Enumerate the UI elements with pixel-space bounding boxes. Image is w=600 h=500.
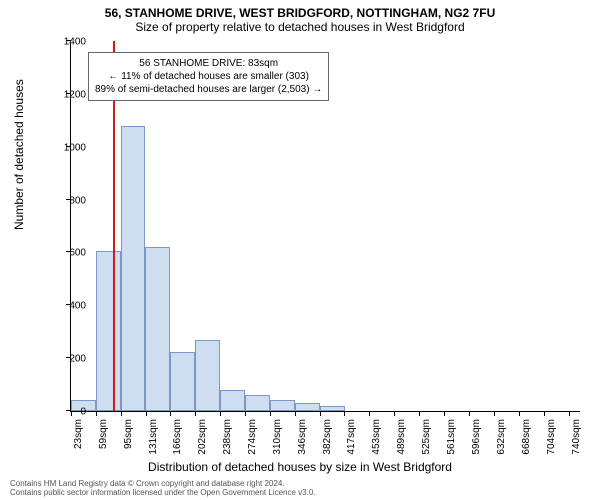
annotation-box: 56 STANHOME DRIVE: 83sqm← 11% of detache… [88, 52, 329, 101]
xtick-mark [146, 411, 147, 416]
xtick-label: 202sqm [197, 419, 208, 455]
xtick-label: 668sqm [521, 419, 532, 455]
xtick-label: 382sqm [322, 419, 333, 455]
xtick-mark [270, 411, 271, 416]
histogram-bar [295, 403, 320, 411]
xtick-mark [320, 411, 321, 416]
ytick-label: 400 [69, 301, 86, 312]
xtick-mark [369, 411, 370, 416]
histogram-bar [270, 400, 295, 411]
ytick-label: 1000 [64, 142, 86, 153]
histogram-bar [96, 251, 121, 411]
xtick-label: 561sqm [446, 419, 457, 455]
xtick-label: 346sqm [297, 419, 308, 455]
histogram-bar [195, 340, 220, 411]
histogram-bar [220, 390, 245, 411]
ytick-label: 800 [69, 195, 86, 206]
annotation-line1: 56 STANHOME DRIVE: 83sqm [95, 57, 322, 70]
histogram-bar [320, 406, 345, 411]
xtick-label: 274sqm [247, 419, 258, 455]
xtick-label: 238sqm [222, 419, 233, 455]
xtick-label: 489sqm [396, 419, 407, 455]
ytick-label: 600 [69, 248, 86, 259]
xtick-mark [394, 411, 395, 416]
xtick-mark [494, 411, 495, 416]
xtick-label: 704sqm [546, 419, 557, 455]
xtick-label: 166sqm [172, 419, 183, 455]
ytick-label: 200 [69, 354, 86, 365]
y-axis-label: Number of detached houses [12, 79, 26, 230]
footer-line2: Contains public sector information licen… [10, 488, 316, 498]
xtick-label: 632sqm [496, 419, 507, 455]
xtick-mark [419, 411, 420, 416]
xtick-label: 59sqm [98, 419, 109, 449]
xtick-mark [444, 411, 445, 416]
xtick-label: 417sqm [346, 419, 357, 455]
histogram-bar [245, 395, 270, 411]
xtick-mark [569, 411, 570, 416]
xtick-mark [220, 411, 221, 416]
histogram-bar [121, 126, 145, 411]
annotation-line3: 89% of semi-detached houses are larger (… [95, 83, 322, 96]
xtick-mark [544, 411, 545, 416]
xtick-mark [469, 411, 470, 416]
xtick-mark [170, 411, 171, 416]
ytick-label: 1400 [64, 37, 86, 48]
xtick-mark [71, 411, 72, 416]
xtick-mark [121, 411, 122, 416]
xtick-label: 596sqm [471, 419, 482, 455]
xtick-mark [519, 411, 520, 416]
xtick-mark [344, 411, 345, 416]
xtick-label: 310sqm [272, 419, 283, 455]
ytick-label: 0 [80, 407, 86, 418]
xtick-mark [195, 411, 196, 416]
chart-title-address: 56, STANHOME DRIVE, WEST BRIDGFORD, NOTT… [0, 0, 600, 20]
ytick-label: 1200 [64, 89, 86, 100]
xtick-mark [96, 411, 97, 416]
histogram-bar [145, 247, 170, 411]
xtick-mark [245, 411, 246, 416]
xtick-label: 740sqm [571, 419, 582, 455]
xtick-label: 453sqm [371, 419, 382, 455]
footer-line1: Contains HM Land Registry data © Crown c… [10, 479, 316, 489]
x-axis-label: Distribution of detached houses by size … [0, 460, 600, 474]
xtick-label: 525sqm [421, 419, 432, 455]
chart-subtitle: Size of property relative to detached ho… [0, 20, 600, 38]
footer-attribution: Contains HM Land Registry data © Crown c… [10, 479, 316, 498]
xtick-label: 131sqm [148, 419, 159, 455]
xtick-label: 23sqm [73, 419, 84, 449]
histogram-bar [170, 352, 195, 411]
annotation-line2: ← 11% of detached houses are smaller (30… [95, 70, 322, 83]
xtick-label: 95sqm [123, 419, 134, 449]
xtick-mark [295, 411, 296, 416]
